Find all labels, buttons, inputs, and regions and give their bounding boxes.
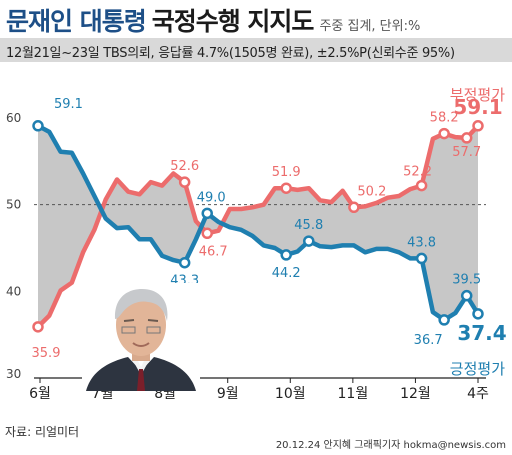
- negative-data-label-6: 58.2: [430, 111, 459, 126]
- president-portrait-image: [82, 283, 200, 391]
- positive-point-2: [201, 207, 213, 220]
- source-note: 자료: 리얼미터: [5, 425, 80, 439]
- chart-title-main: 국정수행 지지도: [151, 7, 315, 36]
- positive-data-label-6: 36.7: [414, 333, 443, 348]
- negative-series-line: [36, 124, 480, 329]
- negative-point-3: [280, 182, 292, 194]
- negative-point-6: [438, 127, 450, 140]
- positive-series-line: [36, 123, 480, 323]
- x-tick-label-6: 12월: [400, 386, 431, 402]
- negative-data-label-3: 51.9: [272, 165, 301, 180]
- gap-area: [38, 125, 478, 327]
- negative-series-label: 부정평가: [450, 86, 505, 104]
- positive-point-1: [178, 256, 191, 269]
- x-tick-label-3: 9월: [217, 386, 239, 402]
- negative-point-4: [348, 201, 360, 214]
- survey-info-bar: 12월21일~23일 TBS의뢰, 응답률 4.7%(1505명 완료), ±2…: [0, 38, 512, 62]
- positive-data-label-8: 37.4: [457, 321, 506, 345]
- positive-data-label-7: 39.5: [452, 273, 481, 288]
- positive-point-8: [472, 308, 484, 320]
- negative-point-1: [178, 176, 191, 188]
- x-tick-label-4: 10월: [275, 386, 306, 402]
- positive-point-0: [32, 120, 44, 132]
- positive-data-label-2: 49.0: [197, 190, 226, 205]
- y-tick-label-30: 30: [6, 367, 21, 381]
- negative-data-label-5: 52.2: [403, 165, 432, 180]
- negative-data-label-7: 57.7: [452, 145, 481, 160]
- negative-point-0: [32, 321, 44, 333]
- negative-point-7: [460, 132, 473, 144]
- chart-title-president: 문재인 대통령: [6, 7, 147, 36]
- negative-data-label-8: 59.1: [453, 95, 502, 119]
- positive-point-6: [438, 314, 450, 326]
- negative-data-label-0: 35.9: [32, 346, 61, 361]
- x-tick-label-7: 4주: [467, 386, 489, 402]
- negative-point-2: [201, 227, 213, 240]
- negative-point-8: [472, 120, 484, 132]
- positive-point-4: [303, 235, 315, 247]
- positive-data-label-3: 44.2: [272, 266, 301, 281]
- positive-point-3: [280, 249, 292, 261]
- positive-data-label-5: 43.8: [407, 235, 436, 250]
- positive-data-label-0: 59.1: [54, 97, 83, 112]
- negative-data-label-2: 46.7: [199, 244, 228, 259]
- negative-data-label-4: 50.2: [357, 184, 386, 199]
- y-tick-label-50: 50: [6, 198, 21, 212]
- positive-point-5: [415, 252, 428, 265]
- credit-note: 20.12.24 안지혜 그래픽기자 hokma@newsis.com: [275, 440, 506, 451]
- positive-data-label-4: 45.8: [294, 218, 323, 233]
- negative-data-label-1: 52.6: [170, 159, 199, 174]
- title-block: 문재인 대통령 국정수행 지지도 주중 집계, 단위:%: [6, 2, 506, 36]
- chart-title-note: 주중 집계, 단위:%: [319, 19, 421, 34]
- survey-info-text: 12월21일~23일 TBS의뢰, 응답률 4.7%(1505명 완료), ±2…: [6, 46, 455, 61]
- y-tick-label-40: 40: [6, 284, 21, 298]
- y-tick-label-60: 60: [6, 111, 21, 125]
- x-tick-label-0: 6월: [29, 386, 51, 402]
- negative-point-5: [415, 179, 428, 192]
- positive-series-label: 긍정평가: [450, 360, 505, 378]
- positive-point-7: [460, 289, 473, 302]
- x-tick-label-5: 11월: [338, 386, 369, 402]
